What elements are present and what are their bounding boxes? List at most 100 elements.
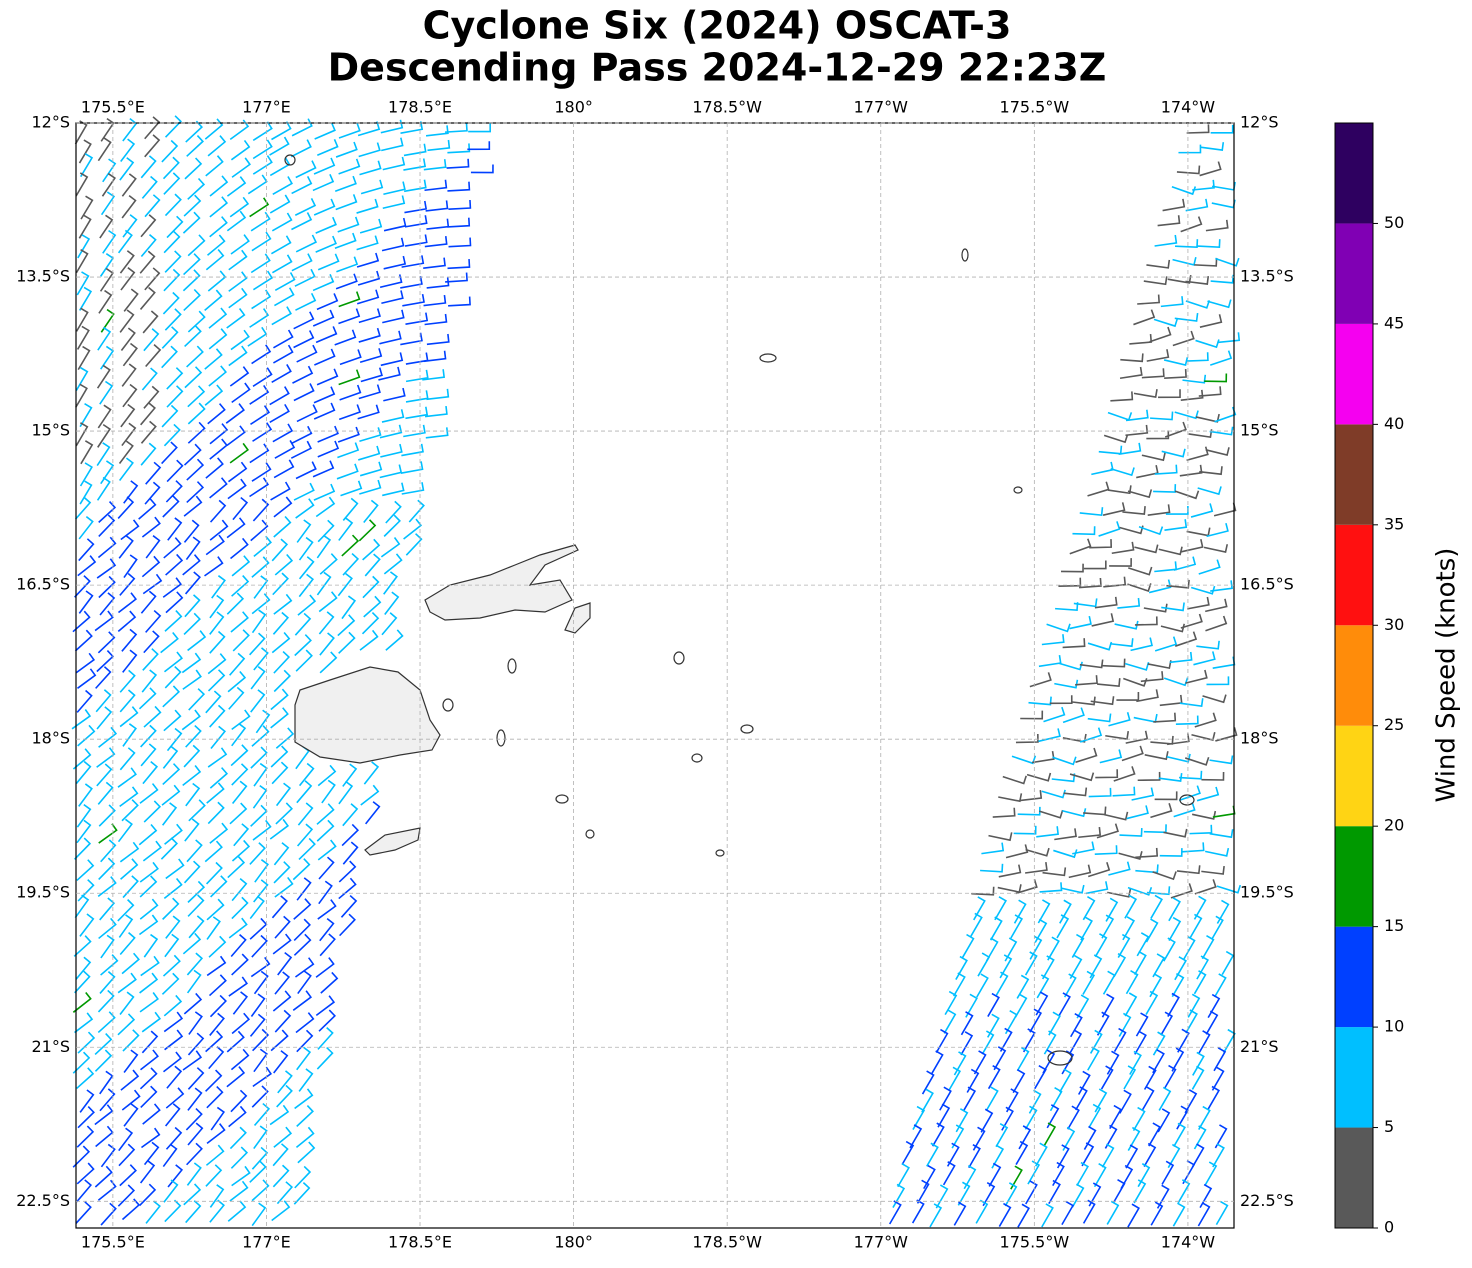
wind-barb [295,292,317,311]
wind-barb [204,840,223,863]
wind-barb [1048,1179,1061,1205]
wind-barb [272,990,292,1012]
wind-barb [75,422,89,447]
wind-barb [162,897,180,920]
wind-barb [1136,689,1159,703]
wind-barb [251,593,271,615]
wind-barb [186,345,204,368]
wind-barb [1054,828,1077,841]
wind-barb [231,382,251,404]
wind-barb [1096,823,1119,839]
wind-barb [119,1164,137,1187]
wind-barb [166,367,184,390]
wind-barb [338,404,361,421]
wind-barb [251,289,272,310]
wind-barb [294,197,317,216]
wind-barb [359,479,382,495]
wind-barb [380,119,404,134]
wind-barb [162,763,181,785]
wind-barb [119,309,135,333]
wind-barb [1135,864,1159,874]
wind-barb [424,405,448,418]
wind-barb [205,249,225,271]
wind-barb [359,218,383,234]
wind-barb [1171,185,1197,196]
y-tick-label: 16.5°S [1240,575,1294,594]
wind-barb [272,611,290,635]
wind-barb [446,158,470,169]
wind-barb [1026,772,1052,782]
wind-barb [1013,825,1037,835]
wind-barb [1173,802,1196,818]
island [564,602,591,634]
wind-barb [140,1085,158,1109]
wind-barb [228,1105,247,1128]
wind-barb [77,234,91,259]
wind-barb [1154,636,1178,652]
wind-barb [1058,577,1082,587]
wind-barb [1019,790,1043,802]
wind-barb [226,210,247,232]
y-tick-label: 19.5°S [1240,883,1294,902]
wind-barb [94,1104,114,1126]
wind-barb [225,403,245,424]
wind-barb [253,1048,268,1073]
wind-barb [334,175,357,192]
wind-barb [231,1012,251,1035]
wind-barb [252,367,273,387]
wind-barb [1179,464,1203,477]
wind-barb [80,152,94,178]
wind-barb [122,342,138,367]
wind-barb [204,348,223,370]
wind-barb [120,858,139,880]
wind-barb [166,727,183,752]
wind-barb [1133,713,1158,723]
wind-barb [230,934,247,958]
wind-barb [296,877,312,901]
wind-barb [316,368,339,386]
wind-barb [293,311,315,330]
wind-barb [140,1127,161,1149]
wind-barb [1168,916,1182,942]
wind-barb [1174,239,1199,249]
wind-barb [74,1012,94,1034]
wind-barb [1163,677,1189,687]
wind-barb [1131,787,1155,801]
wind-barb [1191,1143,1205,1168]
wind-barb [1195,413,1220,423]
wind-barb [205,861,223,885]
wind-barb [1062,1126,1076,1151]
wind-barb [1188,429,1213,439]
wind-barb [250,405,271,425]
wind-barb [294,268,316,287]
wind-barb [342,552,360,576]
wind-barb [1083,806,1107,816]
y-tick-label: 15°S [31,421,70,440]
wind-barb [1038,654,1062,668]
wind-barb [1056,1144,1070,1169]
wind-barb [337,572,353,597]
wind-barb [209,994,227,1018]
wind-barb [1015,1140,1029,1165]
wind-barb [1112,786,1136,797]
wind-barb [447,181,471,192]
wind-barb [186,952,204,976]
x-tick-label: 174°W [1161,98,1216,117]
wind-barb [363,499,379,524]
wind-barb [293,330,315,349]
wind-barb [338,291,361,308]
wind-barb [291,176,313,195]
wind-barb [1119,1089,1132,1114]
wind-barb [271,631,291,654]
wind-barb [165,591,184,614]
wind-barb [118,1143,136,1167]
wind-barb [1124,894,1138,919]
wind-barb [1010,1165,1023,1190]
wind-barb [72,1145,91,1168]
wind-barb [162,495,180,518]
wind-barb [1163,1064,1177,1090]
wind-barb [209,477,228,499]
wind-barb [206,1086,224,1109]
wind-barb [97,404,112,429]
colorbar-bin [1335,123,1373,224]
